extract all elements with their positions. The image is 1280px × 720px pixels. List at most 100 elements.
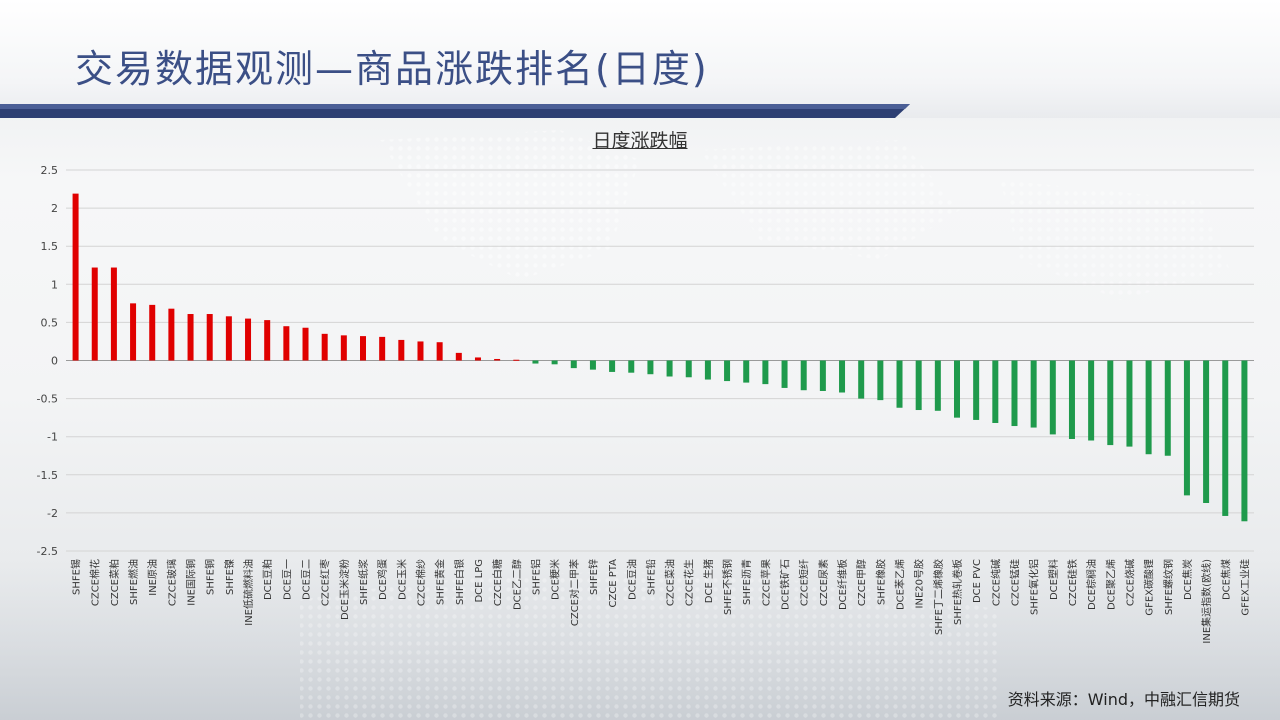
x-category-label: DCE乙二醇 xyxy=(510,559,523,610)
x-category-label: CZCE纯碱 xyxy=(989,559,1002,606)
x-category-label: SHFE沥青 xyxy=(740,559,753,605)
x-category-label: DCE PVC xyxy=(972,559,983,603)
bar-down xyxy=(1011,360,1018,427)
x-category-label: INE20号胶 xyxy=(913,559,926,608)
x-category-label: CZCE硅铁 xyxy=(1066,559,1079,606)
bar-down xyxy=(800,360,807,391)
bar-down xyxy=(819,360,826,391)
x-category-label: SHFE热轧卷板 xyxy=(951,559,964,625)
x-category-label: DCE苯乙烯 xyxy=(894,559,907,610)
x-category-label: SHFE纸浆 xyxy=(357,559,370,605)
bar-down xyxy=(1183,360,1190,496)
x-category-label: DCE豆二 xyxy=(301,559,313,600)
x-category-label: SHFE镍 xyxy=(223,559,236,595)
x-category-label: DCE LPG xyxy=(474,559,485,603)
y-tick-label: 0.5 xyxy=(41,316,59,329)
x-category-label: CZCE棉纱 xyxy=(414,559,427,606)
x-category-label: DCE鸡蛋 xyxy=(376,559,389,600)
x-category-label: SHFE铝 xyxy=(530,559,542,595)
bar-up xyxy=(379,336,386,361)
x-category-label: DCE纤维板 xyxy=(836,559,849,610)
x-category-label: DCE焦炭 xyxy=(1181,559,1194,600)
y-tick-label: 0 xyxy=(51,355,58,368)
bar-up xyxy=(494,358,501,361)
bar-up xyxy=(455,352,462,361)
bar-up xyxy=(72,193,79,361)
bar-down xyxy=(954,360,960,418)
bar-down xyxy=(628,360,635,373)
bar-up xyxy=(245,318,252,361)
x-category-label: CZCE红枣 xyxy=(319,559,332,606)
bar-down xyxy=(762,360,769,385)
x-category-label: DCE粳米 xyxy=(549,559,562,600)
x-category-label: CZCE对二甲苯 xyxy=(568,559,581,626)
x-category-label: DCE焦煤 xyxy=(1219,559,1232,600)
bar-up xyxy=(168,308,175,361)
bar-down xyxy=(532,360,539,364)
bar-up xyxy=(417,341,424,361)
x-category-label: DCE铁矿石 xyxy=(779,559,792,610)
x-category-label: CZCE尿素 xyxy=(817,559,830,606)
x-category-label: DCE豆油 xyxy=(625,559,638,600)
x-category-label: CZCE锰硅 xyxy=(1008,559,1021,606)
y-tick-label: 1 xyxy=(51,278,58,291)
bar-up xyxy=(321,333,328,361)
bar-down xyxy=(858,360,865,399)
x-category-label: SHFE铅 xyxy=(644,559,657,595)
bar-down xyxy=(570,360,577,369)
source-note: 资料来源：Wind，中融汇信期货 xyxy=(1007,690,1240,709)
y-tick-label: -0.5 xyxy=(37,393,58,406)
x-category-label: SHFE橡胶 xyxy=(874,559,887,605)
x-category-label: INE低硫燃料油 xyxy=(242,559,255,626)
bar-down xyxy=(915,360,922,411)
x-category-label: GFEX工业硅 xyxy=(1238,559,1251,616)
y-tick-label: -1.5 xyxy=(37,469,58,482)
x-category-label: INE国际铜 xyxy=(186,559,198,606)
bar-up xyxy=(474,357,481,361)
bar-up xyxy=(340,335,347,361)
x-category-label: DCE塑料 xyxy=(1047,559,1060,600)
bar-down xyxy=(647,360,654,375)
bar-down xyxy=(609,360,616,372)
bar-up xyxy=(264,320,271,361)
bar-down xyxy=(1088,360,1095,441)
bar-up xyxy=(436,342,443,361)
y-tick-label: 2 xyxy=(51,202,58,215)
x-category-label: SHFE燃油 xyxy=(127,559,140,605)
y-tick-label: -2 xyxy=(47,507,58,520)
bar-down xyxy=(973,360,980,420)
bar-up xyxy=(302,327,309,361)
x-category-label: SHFE螺纹钢 xyxy=(1162,559,1175,615)
x-category-label: INE集运指数(欧线) xyxy=(1200,559,1213,644)
chart-title: 日度涨跌幅 xyxy=(592,130,688,152)
x-category-label: DCE棕榈油 xyxy=(1085,559,1098,610)
x-category-label: DCE玉米淀粉 xyxy=(338,559,351,620)
bar-down xyxy=(877,360,884,401)
y-tick-label: 1.5 xyxy=(41,240,59,253)
bar-down xyxy=(666,360,673,377)
x-category-label: INE原油 xyxy=(146,559,159,596)
bar-up xyxy=(283,326,290,361)
bar-down xyxy=(1068,360,1075,439)
x-category-label: CZCE短纤 xyxy=(798,559,811,606)
bar-up xyxy=(513,359,520,361)
bar-down xyxy=(839,360,846,393)
header-accent-bar xyxy=(0,104,910,118)
x-category-label: SHFE铜 xyxy=(205,559,217,595)
x-category-label: CZCE甲醇 xyxy=(855,559,868,606)
x-category-label: SHFE氧化铝 xyxy=(1028,559,1041,615)
x-category-label: DCE玉米 xyxy=(395,559,408,600)
x-category-label: SHFE黄金 xyxy=(434,559,447,605)
bar-down xyxy=(1049,360,1056,435)
x-category-label: SHFE锌 xyxy=(587,559,600,595)
bar-down xyxy=(551,360,558,365)
x-category-label: SHFE锡 xyxy=(70,559,83,595)
bar-up xyxy=(360,336,366,361)
bar-down xyxy=(781,360,788,388)
x-category-label: CZCE菜油 xyxy=(664,559,677,606)
x-category-label: CZCE白糖 xyxy=(491,559,504,606)
bar-down xyxy=(1222,360,1229,516)
x-category-label: DCE 生猪 xyxy=(702,559,715,603)
x-category-label: DCE豆一 xyxy=(281,559,293,600)
bar-down xyxy=(934,360,941,411)
